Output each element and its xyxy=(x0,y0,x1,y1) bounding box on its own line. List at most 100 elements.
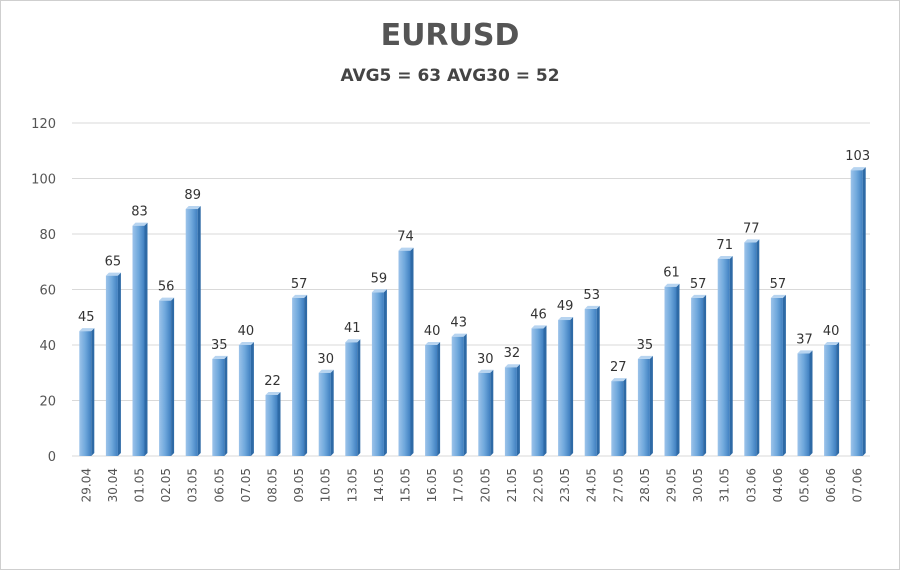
bar-top xyxy=(371,289,387,293)
bar-side xyxy=(410,247,414,456)
bar-top xyxy=(318,369,334,373)
bar xyxy=(318,372,331,456)
bar xyxy=(824,345,837,456)
bar xyxy=(292,297,305,456)
x-tick-label: 13.05 xyxy=(345,468,359,502)
bar xyxy=(664,286,677,456)
bar xyxy=(212,358,225,456)
bar xyxy=(531,328,544,456)
x-tick-label: 29.05 xyxy=(665,468,679,502)
bar-top xyxy=(558,317,574,321)
bar-side xyxy=(543,325,547,456)
bar xyxy=(478,372,491,456)
x-tick-label: 03.06 xyxy=(744,468,758,502)
data-label: 41 xyxy=(344,321,361,336)
x-tick-label: 21.05 xyxy=(505,468,519,502)
bar xyxy=(691,297,704,456)
bar xyxy=(451,336,464,456)
data-label: 71 xyxy=(716,238,733,253)
bar xyxy=(265,394,278,456)
data-label: 83 xyxy=(131,205,148,220)
x-tick-label: 30.04 xyxy=(106,468,120,502)
bar-top xyxy=(238,342,254,345)
bar xyxy=(105,275,118,456)
bar-side xyxy=(703,294,707,456)
bar-top xyxy=(770,294,786,298)
data-label: 65 xyxy=(105,255,122,270)
bar-side xyxy=(836,342,840,456)
bar-side xyxy=(490,369,494,456)
data-label: 35 xyxy=(637,338,654,353)
bar-side xyxy=(197,206,201,456)
bar-side xyxy=(117,272,121,456)
data-label: 57 xyxy=(690,277,707,292)
bar-side xyxy=(756,239,760,456)
y-tick-label: 60 xyxy=(39,284,56,299)
x-tick-label: 07.05 xyxy=(239,468,253,502)
bar-side xyxy=(570,317,574,456)
x-tick-label: 24.05 xyxy=(585,468,599,502)
data-label: 40 xyxy=(424,324,441,339)
x-tick-label: 15.05 xyxy=(399,468,413,502)
bar-top xyxy=(132,222,148,226)
bar xyxy=(425,345,438,456)
y-tick-label: 0 xyxy=(48,450,56,465)
x-tick-label: 01.05 xyxy=(133,468,147,502)
data-label: 74 xyxy=(397,230,414,245)
bar xyxy=(371,292,384,456)
data-label: 37 xyxy=(796,332,813,347)
x-tick-label: 05.06 xyxy=(798,468,812,502)
data-label: 45 xyxy=(78,310,95,325)
bar xyxy=(79,331,92,456)
x-tick-label: 07.06 xyxy=(851,468,865,502)
data-label: 40 xyxy=(238,324,255,339)
x-tick-label: 29.04 xyxy=(79,468,93,502)
data-label: 57 xyxy=(291,277,308,292)
data-label: 61 xyxy=(663,266,680,281)
data-label: 22 xyxy=(264,374,281,389)
bar-side xyxy=(437,342,441,456)
x-tick-label: 17.05 xyxy=(452,468,466,502)
bar xyxy=(398,250,411,456)
bar-side xyxy=(596,305,600,456)
bar-top xyxy=(744,239,760,243)
data-label: 40 xyxy=(823,324,840,339)
x-tick-label: 14.05 xyxy=(372,468,386,502)
data-label: 27 xyxy=(610,360,627,375)
bar xyxy=(637,358,650,456)
bar xyxy=(584,308,597,456)
bar xyxy=(159,300,172,456)
y-tick-label: 20 xyxy=(39,395,56,410)
bar-side xyxy=(649,355,653,456)
bar-top xyxy=(478,369,494,373)
bar-side xyxy=(224,355,228,456)
chart-subtitle: AVG5 = 63 AVG30 = 52 xyxy=(340,66,560,86)
bar xyxy=(770,297,783,456)
bar-top xyxy=(797,350,813,354)
bar-top xyxy=(504,364,520,368)
data-label: 46 xyxy=(530,307,547,322)
x-tick-label: 20.05 xyxy=(478,468,492,502)
bar-side xyxy=(277,391,281,456)
bar-top xyxy=(850,167,866,171)
bar-top xyxy=(212,355,228,359)
x-tick-label: 27.05 xyxy=(611,468,625,502)
bar-top xyxy=(717,255,733,259)
bar xyxy=(611,381,624,456)
bar-side xyxy=(330,369,334,456)
bar-side xyxy=(144,222,148,456)
bar xyxy=(850,170,863,457)
x-tick-label: 06.05 xyxy=(212,468,226,502)
x-tick-label: 16.05 xyxy=(425,468,439,502)
data-label: 49 xyxy=(557,299,574,314)
y-tick-label: 80 xyxy=(39,228,56,243)
bar-top xyxy=(611,378,627,382)
data-label: 30 xyxy=(317,352,334,367)
x-tick-label: 31.05 xyxy=(718,468,732,502)
data-label: 43 xyxy=(450,316,467,331)
bar-top xyxy=(451,333,467,337)
bar-side xyxy=(383,289,387,456)
data-label: 56 xyxy=(158,280,175,295)
bar xyxy=(132,225,145,456)
x-tick-label: 06.06 xyxy=(824,468,838,502)
